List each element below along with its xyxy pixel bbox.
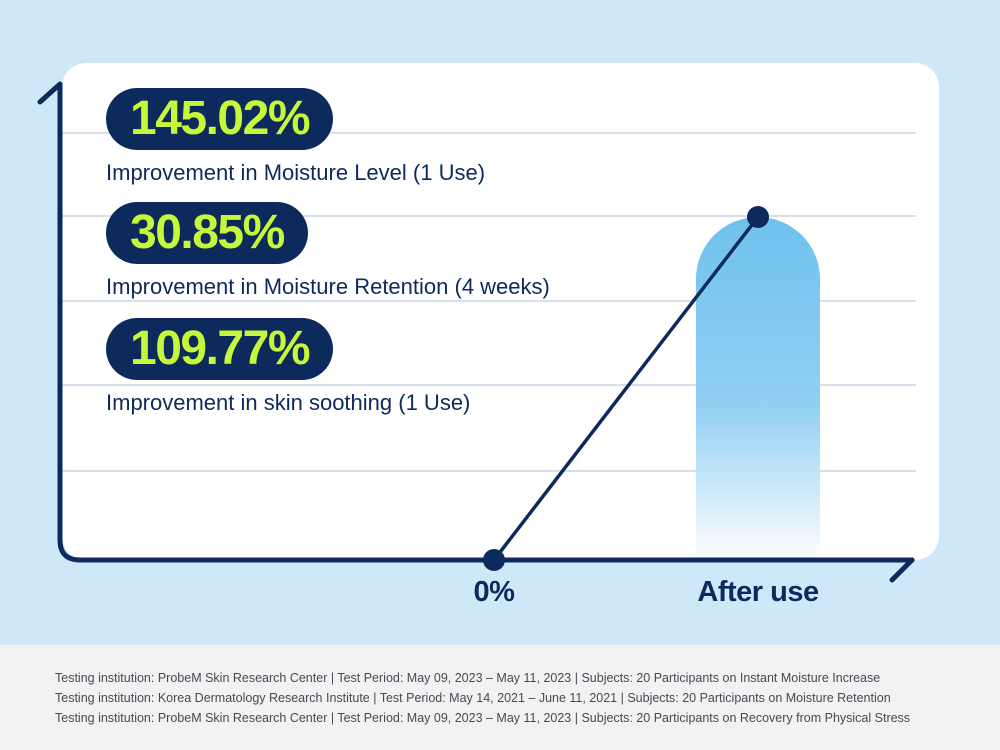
chart-canvas bbox=[37, 63, 939, 583]
y-axis bbox=[37, 81, 915, 563]
bars bbox=[696, 217, 820, 560]
stat-label: Improvement in skin soothing (1 Use) bbox=[106, 390, 471, 415]
x-tick-label-after-use: After use bbox=[697, 576, 819, 608]
stat-skin-soothing: 109.77% Improvement in skin soothing (1 … bbox=[106, 318, 470, 416]
x-tick-label-baseline: 0% bbox=[473, 576, 515, 608]
data-point-1 bbox=[483, 549, 505, 571]
trend-line-group bbox=[483, 206, 769, 571]
data-point-2 bbox=[747, 206, 769, 228]
footnote-1: Testing institution: ProbeM Skin Researc… bbox=[55, 671, 881, 685]
bar-after-use bbox=[696, 217, 820, 560]
axes bbox=[37, 81, 915, 583]
x-axis-arrowhead bbox=[889, 557, 915, 583]
stat-value-pill: 145.02% bbox=[106, 88, 333, 150]
stat-moisture-level: 145.02% Improvement in Moisture Level (1… bbox=[106, 88, 485, 186]
stat-value-pill: 109.77% bbox=[106, 318, 333, 380]
stat-value-pill: 30.85% bbox=[106, 202, 308, 264]
footnote-3: Testing institution: ProbeM Skin Researc… bbox=[55, 711, 911, 725]
trend-line bbox=[492, 215, 760, 562]
stat-moisture-retention: 30.85% Improvement in Moisture Retention… bbox=[106, 202, 550, 300]
footnote-2: Testing institution: Korea Dermatology R… bbox=[55, 691, 891, 705]
stat-label: Improvement in Moisture Level (1 Use) bbox=[106, 160, 486, 185]
footer: Testing institution: ProbeM Skin Researc… bbox=[0, 645, 1000, 750]
stat-label: Improvement in Moisture Retention (4 wee… bbox=[106, 274, 550, 299]
